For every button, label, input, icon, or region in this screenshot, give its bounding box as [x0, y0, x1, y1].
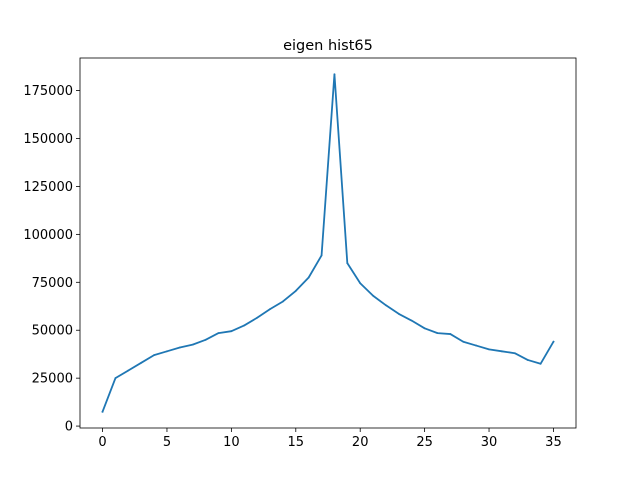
data-point — [101, 410, 104, 413]
data-point — [153, 354, 155, 357]
data-point — [243, 324, 246, 327]
data-point — [462, 340, 465, 343]
data-point — [204, 338, 207, 341]
data-point — [191, 343, 194, 346]
data-point — [282, 300, 284, 303]
data-point — [359, 282, 362, 285]
data-point — [372, 294, 374, 297]
series-line — [101, 73, 555, 413]
data-point — [397, 313, 400, 315]
data-point — [526, 359, 529, 361]
data-point — [294, 290, 297, 292]
data-point — [501, 350, 503, 353]
y-tick-label: 75000 — [32, 276, 73, 291]
data-point — [513, 352, 516, 355]
data-point — [410, 319, 413, 322]
y-tick-label: 125000 — [23, 180, 73, 195]
x-axis: 0 5 10 15 20 25 30 35 — [98, 428, 562, 450]
y-tick-label: 25000 — [32, 372, 73, 387]
x-tick-label: 10 — [223, 435, 240, 450]
data-point — [333, 73, 336, 76]
data-point — [256, 316, 259, 319]
data-point — [127, 369, 130, 372]
y-tick-label: 150000 — [23, 132, 73, 147]
data-point — [140, 361, 143, 364]
data-point — [488, 348, 490, 351]
data-point — [449, 333, 452, 335]
x-tick-label: 25 — [416, 435, 433, 450]
data-point — [346, 262, 349, 265]
x-tick-label: 20 — [352, 435, 369, 450]
data-point — [230, 330, 233, 333]
y-axis: 0 25000 50000 75000 100000 125000 150000 175000 — [23, 84, 80, 435]
data-point — [217, 332, 220, 335]
data-point — [178, 346, 181, 349]
data-point — [552, 340, 555, 343]
chart-title: eigen hist65 — [283, 38, 373, 54]
y-tick-label: 100000 — [23, 228, 73, 243]
x-tick-label: 0 — [98, 435, 106, 450]
data-point — [385, 304, 387, 307]
y-tick-label: 50000 — [32, 324, 73, 339]
series-layer — [101, 73, 555, 413]
data-point — [166, 350, 168, 353]
data-point — [114, 377, 117, 380]
data-point — [269, 308, 271, 311]
y-tick-label: 175000 — [23, 84, 73, 99]
data-point — [307, 276, 310, 279]
y-tick-label: 0 — [65, 420, 73, 435]
data-point — [436, 332, 439, 335]
data-point — [423, 327, 426, 330]
x-tick-label: 30 — [481, 435, 498, 450]
data-point — [320, 254, 323, 257]
x-tick-label: 5 — [163, 435, 171, 450]
data-point — [539, 362, 542, 365]
data-point — [475, 344, 478, 347]
x-tick-label: 15 — [288, 435, 305, 450]
plot-area-frame — [79, 57, 577, 429]
x-tick-label: 35 — [545, 435, 562, 450]
